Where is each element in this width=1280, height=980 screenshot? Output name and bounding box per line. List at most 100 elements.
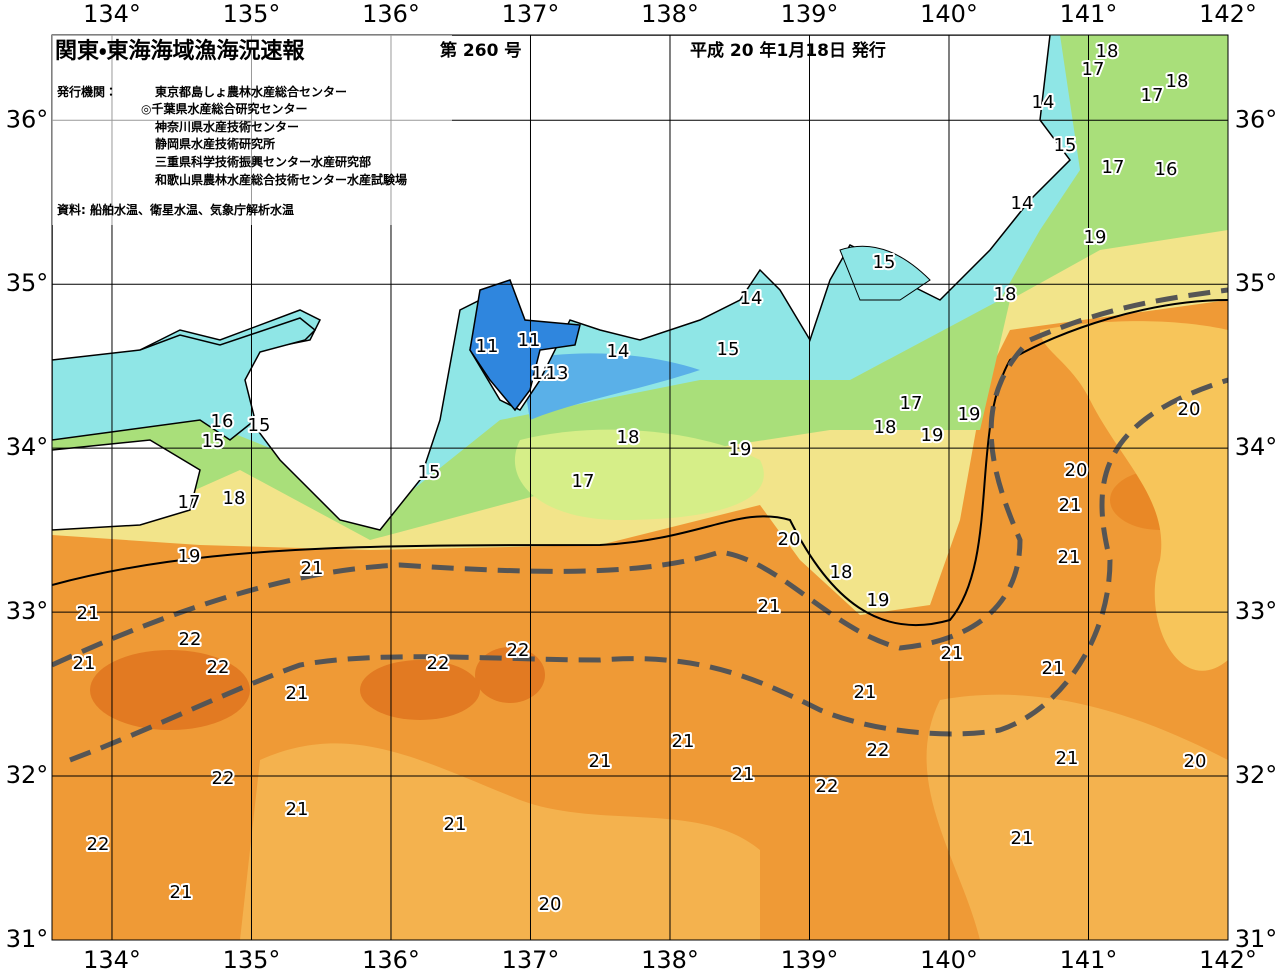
isotherm-label: 19 [867, 590, 890, 611]
lon-tick-label: 142° [1199, 946, 1257, 974]
lon-tick-label: 139° [781, 0, 839, 28]
lat-tick-label: 35° [1235, 269, 1278, 297]
lon-tick-label: 139° [781, 946, 839, 974]
isotherm-label: 21 [941, 643, 964, 664]
isotherm-label: 14 [1032, 92, 1055, 113]
agency: 三重県科学技術振興センター水産研究部 [155, 154, 371, 169]
isotherm-label: 17 [178, 492, 201, 513]
isotherm-label: 18 [874, 417, 897, 438]
isotherm-label: 16 [211, 411, 234, 432]
lon-tick-label: 138° [641, 0, 699, 28]
issue: 第 260 号 [439, 40, 521, 61]
isotherm-label: 12 [532, 363, 555, 384]
isotherm-label: 21 [73, 653, 96, 674]
lon-tick-label: 134° [83, 946, 141, 974]
isotherm-label: 18 [1096, 41, 1119, 62]
lat-tick-label: 34° [6, 433, 49, 461]
isotherm-label: 18 [1166, 71, 1189, 92]
isotherm-label: 17 [1141, 85, 1164, 106]
isotherm-label: 19 [958, 404, 981, 425]
isotherm-label: 15 [873, 252, 896, 273]
lat-tick-label: 33° [1235, 597, 1278, 625]
isotherm-label: 17 [900, 393, 923, 414]
warm-water-light [926, 694, 1228, 940]
isotherm-label: 22 [212, 768, 235, 789]
cool-water [1040, 321, 1228, 671]
blue-zone [520, 353, 700, 420]
lon-tick-label: 134° [83, 0, 141, 28]
isotherm-label: 21 [77, 603, 100, 624]
isotherm-label: 17 [572, 471, 595, 492]
warm-water-light [240, 743, 760, 940]
lon-tick-label: 136° [362, 0, 420, 28]
isotherm-label: 21 [758, 596, 781, 617]
isotherm-label: 21 [1059, 495, 1082, 516]
isotherm-label: 19 [729, 439, 752, 460]
isotherm-label: 11 [518, 330, 541, 351]
isotherm-label: 15 [248, 415, 271, 436]
isotherm-label: 22 [427, 653, 450, 674]
isotherm-label: 20 [1065, 460, 1088, 481]
isotherm-label: 22 [816, 776, 839, 797]
isotherm-label: 18 [617, 427, 640, 448]
header-bg [52, 35, 452, 225]
lon-tick-label: 135° [223, 946, 281, 974]
lon-tick-label: 140° [920, 0, 978, 28]
agency: 東京都島しょ農林水産総合センター [155, 84, 347, 99]
lon-tick-label: 138° [641, 946, 699, 974]
isotherm-label: 19 [1084, 227, 1107, 248]
bay [839, 245, 931, 301]
agency: ◎千葉県水産総合研究センター [141, 101, 307, 116]
lat-tick-label: 31° [6, 925, 49, 953]
isotherm-label: 22 [507, 640, 530, 661]
lon-tick-label: 135° [223, 0, 281, 28]
isotherm-label: 14 [740, 288, 763, 309]
isotherm-label: 21 [170, 882, 193, 903]
lon-tick-label: 137° [502, 946, 560, 974]
isotherm-label: 22 [207, 657, 230, 678]
isotherm-label: 15 [1054, 135, 1077, 156]
isotherm-label: 21 [286, 799, 309, 820]
isotherm-label: 17 [1082, 59, 1105, 80]
lon-tick-label: 137° [502, 0, 560, 28]
agency: 静岡県水産技術研究所 [155, 136, 275, 151]
isotherm-label: 20 [1184, 751, 1207, 772]
isotherm-label: 19 [178, 546, 201, 567]
isotherm-label: 21 [1056, 748, 1079, 769]
isotherm-label: 22 [179, 629, 202, 650]
lon-tick-label: 141° [1060, 946, 1118, 974]
isotherm-label: 21 [589, 751, 612, 772]
lat-tick-label: 31° [1235, 925, 1278, 953]
lat-tick-label: 36° [1235, 105, 1278, 133]
land [52, 439, 201, 531]
graticule: 134° 134° 135° 135° 136° 136° 137° 137° 138° 138°… [6, 0, 1278, 974]
isotherm-label: 18 [830, 562, 853, 583]
isotherm-label: 16 [1155, 159, 1178, 180]
lat-tick-label: 36° [6, 105, 49, 133]
agency: 和歌山県農林水産総合技術センター水産試験場 [154, 172, 407, 187]
isotherm-label: 20 [1178, 399, 1201, 420]
isotherm-label: 13 [546, 363, 569, 384]
isotherm-label: 21 [1011, 828, 1034, 849]
current-axis [69, 377, 1228, 763]
isotherm-label: 17 [1102, 157, 1125, 178]
lat-tick-label: 33° [6, 597, 49, 625]
isotherm-label: 21 [854, 682, 877, 703]
isotherm-label: 18 [994, 284, 1017, 305]
isotherm-label: 19 [921, 425, 944, 446]
date: 平成 20 年1月18日 発行 [690, 40, 886, 61]
isotherm-label: 11 [476, 336, 499, 357]
isotherm-label: 21 [1058, 547, 1081, 568]
isotherm-label: 22 [87, 834, 110, 855]
source: 資料: 船舶水温、衛星水温、気象庁解析水温 [57, 202, 294, 217]
hot-water [90, 650, 250, 730]
title: 関東・東海海域漁海況速報 [55, 38, 305, 64]
lat-tick-label: 34° [1235, 433, 1278, 461]
isotherm-label: 21 [286, 683, 309, 704]
bay [52, 317, 317, 441]
isotherm-label: 21 [444, 814, 467, 835]
isotherm-label: 22 [867, 740, 890, 761]
bay [469, 279, 581, 412]
